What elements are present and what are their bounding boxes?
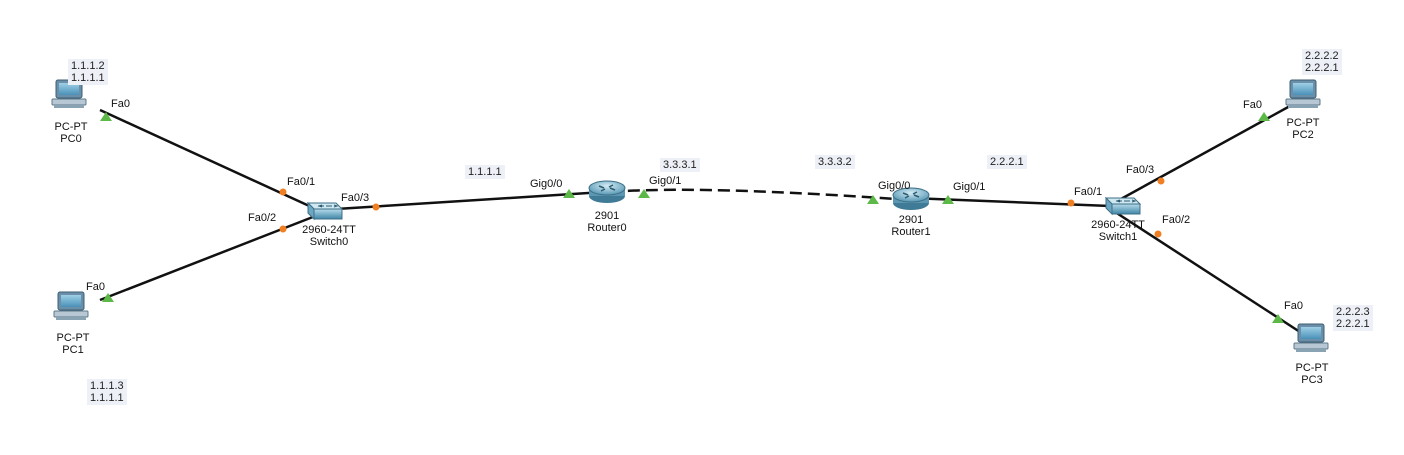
note-pc1-gateway: 1.1.1.1 — [90, 392, 124, 404]
note-pc1-ip: 1.1.1.3 1.1.1.1 — [87, 379, 127, 405]
note-pc1-address: 1.1.1.3 — [90, 380, 124, 392]
pc1-icon[interactable] — [53, 291, 89, 321]
router0-name: Router0 — [587, 222, 627, 234]
note-pc2-ip: 2.2.2.2 2.2.2.1 — [1302, 49, 1342, 75]
link-pc0-switch0[interactable] — [99, 108, 319, 212]
port-status-up-pc1 — [102, 293, 114, 302]
pc1-model: PC-PT — [56, 332, 90, 344]
note-pc0-gateway: 1.1.1.1 — [71, 72, 105, 84]
switch0-label: 2960-24TT Switch0 — [302, 224, 356, 248]
pc2-label: PC-PT PC2 — [1287, 117, 1320, 141]
port-label-sw0-fa03: Fa0/3 — [341, 192, 370, 204]
note-r1-gig00-ip: 3.3.3.2 — [815, 155, 855, 169]
port-status-up-pc2 — [1258, 112, 1270, 121]
port-status-sw1-fa02 — [1154, 230, 1162, 238]
switch0-model: 2960-24TT — [302, 224, 356, 236]
pc2-model: PC-PT — [1286, 117, 1320, 129]
port-label-pc0-fa0: Fa0 — [111, 98, 130, 110]
note-pc0-address: 1.1.1.2 — [71, 60, 105, 72]
router1-label: 2901 Router1 — [891, 214, 930, 238]
port-status-up-r1-gig00 — [867, 195, 879, 204]
pc3-model: PC-PT — [1295, 362, 1329, 374]
port-label-r0-gig00: Gig0/0 — [530, 178, 563, 190]
port-status-up-r0-gig00 — [563, 189, 575, 198]
router1-name: Router1 — [891, 226, 931, 238]
note-pc0-ip: 1.1.1.2 1.1.1.1 — [68, 59, 108, 85]
pc3-label: PC-PT PC3 — [1296, 362, 1329, 386]
port-label-pc2-fa0: Fa0 — [1243, 99, 1262, 111]
link-switch1-pc2[interactable] — [1109, 104, 1291, 207]
port-status-sw1-fa03 — [1157, 177, 1165, 185]
link-router1-switch1[interactable] — [909, 196, 1111, 208]
router1-model: 2901 — [898, 214, 924, 226]
port-label-sw0-fa01: Fa0/1 — [287, 176, 316, 188]
note-pc3-gateway: 2.2.2.1 — [1336, 318, 1370, 330]
switch0-name: Switch0 — [309, 236, 349, 248]
pc0-model: PC-PT — [54, 121, 88, 133]
pc1-label: PC-PT PC1 — [57, 332, 90, 356]
note-pc2-address: 2.2.2.2 — [1305, 50, 1339, 62]
note-r0-gig00-ip: 1.1.1.1 — [465, 165, 505, 179]
switch1-icon[interactable] — [1105, 197, 1141, 215]
port-label-r0-gig01: Gig0/1 — [649, 175, 682, 187]
port-label-sw1-fa03: Fa0/3 — [1126, 164, 1155, 176]
port-status-sw0-fa03 — [372, 203, 380, 211]
port-label-r1-gig01: Gig0/1 — [953, 181, 986, 193]
port-label-sw1-fa02: Fa0/2 — [1162, 214, 1191, 226]
link-switch1-pc3[interactable] — [1111, 208, 1301, 334]
pc1-name: PC1 — [62, 344, 84, 356]
port-status-up-r1-gig01 — [942, 195, 954, 204]
note-r0-gig01-ip: 3.3.3.1 — [660, 158, 700, 172]
switch1-name: Switch1 — [1098, 231, 1138, 243]
port-status-up-pc3 — [1272, 314, 1284, 323]
note-r1-gig01-ip: 2.2.2.1 — [987, 155, 1027, 169]
port-label-sw1-fa01: Fa0/1 — [1074, 186, 1103, 198]
link-router0-router1-serial[interactable] — [609, 188, 911, 202]
router0-model: 2901 — [594, 210, 620, 222]
pc0-name: PC0 — [60, 133, 82, 145]
switch1-model: 2960-24TT — [1091, 219, 1145, 231]
pc0-label: PC-PT PC0 — [55, 121, 88, 145]
pc3-icon[interactable] — [1293, 323, 1329, 353]
port-status-sw0-fa01 — [279, 188, 287, 196]
port-label-pc3-fa0: Fa0 — [1284, 300, 1303, 312]
pc3-name: PC3 — [1301, 374, 1323, 386]
switch0-icon[interactable] — [307, 202, 343, 220]
port-status-sw1-fa01 — [1067, 199, 1075, 207]
switch1-label: 2960-24TT Switch1 — [1091, 219, 1145, 243]
port-status-up-pc0 — [100, 112, 112, 121]
note-pc3-address: 2.2.2.3 — [1336, 306, 1370, 318]
port-label-sw0-fa02: Fa0/2 — [248, 212, 277, 224]
router0-icon[interactable] — [588, 180, 626, 204]
link-switch0-router0[interactable] — [335, 190, 605, 211]
router0-label: 2901 Router0 — [587, 210, 626, 234]
port-status-up-r0-gig01 — [638, 189, 650, 198]
note-pc3-ip: 2.2.2.3 2.2.2.1 — [1333, 305, 1373, 331]
port-label-pc1-fa0: Fa0 — [86, 281, 105, 293]
pc2-name: PC2 — [1292, 129, 1314, 141]
port-label-r1-gig00: Gig0/0 — [878, 180, 911, 192]
port-status-sw0-fa02 — [279, 225, 287, 233]
pc2-icon[interactable] — [1285, 79, 1321, 109]
note-pc2-gateway: 2.2.2.1 — [1305, 62, 1339, 74]
